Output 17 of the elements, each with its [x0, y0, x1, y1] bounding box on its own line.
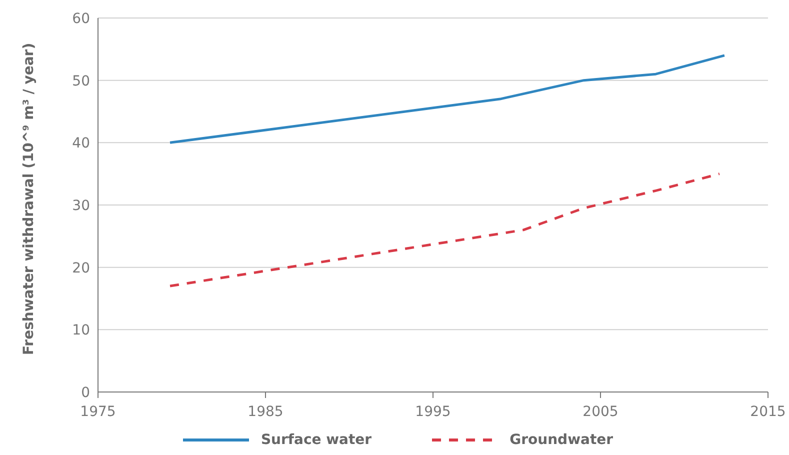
- legend-label: Groundwater: [510, 432, 614, 448]
- y-tick-label: 10: [72, 322, 90, 339]
- y-tick-label: 40: [72, 136, 90, 152]
- y-axis-title: Freshwater withdrawal (10^⁹ m³ / year): [20, 42, 37, 355]
- x-tick-label: 2005: [582, 404, 618, 420]
- y-tick-label: 50: [72, 73, 90, 90]
- x-tick-label: 1995: [415, 404, 451, 420]
- y-tick-label: 60: [72, 10, 90, 27]
- x-tick-label: 2015: [750, 404, 786, 420]
- legend-label: Surface water: [260, 432, 372, 448]
- y-tick-label: 0: [81, 384, 90, 401]
- x-tick-label: 1985: [248, 404, 284, 420]
- y-tick-label: 30: [72, 198, 90, 214]
- line-series: [168, 54, 726, 144]
- y-tick-label: 20: [72, 260, 90, 276]
- line-series: [168, 172, 721, 288]
- x-tick-label: 1975: [80, 404, 116, 420]
